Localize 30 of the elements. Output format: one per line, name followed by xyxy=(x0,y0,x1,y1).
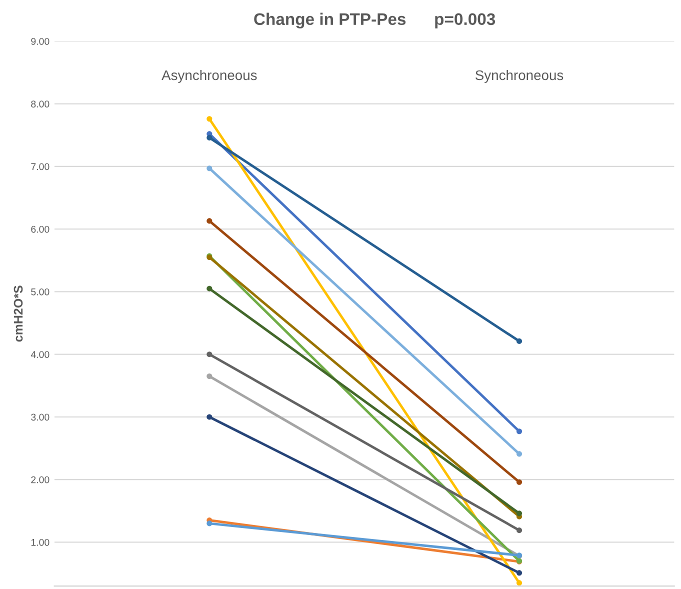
point xyxy=(516,479,522,485)
x-tick-label: Synchroneous xyxy=(476,70,564,83)
y-tick-label: 2.00 xyxy=(31,476,50,484)
point xyxy=(516,570,522,576)
y-tick-label: 6.00 xyxy=(31,226,50,233)
point xyxy=(206,116,212,122)
point xyxy=(516,338,522,344)
point xyxy=(516,510,522,516)
point xyxy=(206,166,212,172)
point xyxy=(516,428,522,434)
x-tick-label: Asynchroneous xyxy=(162,70,257,83)
point xyxy=(516,580,522,586)
point xyxy=(206,134,212,140)
point xyxy=(516,528,522,534)
y-tick-label: 3.00 xyxy=(31,414,50,421)
point xyxy=(516,451,522,457)
chart-title: Change in PTP-Pes p=0.003 xyxy=(254,12,496,28)
point xyxy=(206,373,212,380)
point xyxy=(206,520,212,526)
point xyxy=(206,352,212,358)
y-tick-label: 1.00 xyxy=(31,538,50,546)
y-tick-label: 8.00 xyxy=(31,100,50,108)
y-tick-label: 7.00 xyxy=(31,163,50,170)
y-tick-label: 5.00 xyxy=(31,288,50,296)
point xyxy=(206,286,212,292)
point xyxy=(206,414,212,420)
y-tick-label: 4.00 xyxy=(30,351,50,358)
y-tick-label: 9.00 xyxy=(31,38,50,45)
y-axis-title: cmH2O*S xyxy=(14,286,23,342)
point xyxy=(206,218,212,224)
